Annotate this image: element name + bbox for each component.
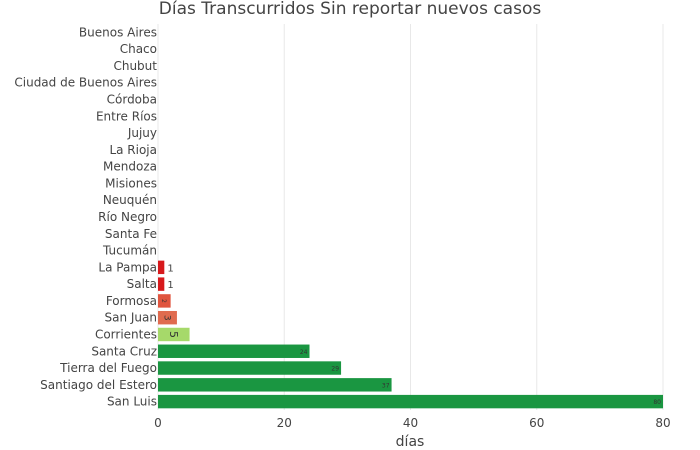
category-label: Río Negro [98, 210, 157, 224]
category-label: Mendoza [103, 160, 157, 174]
data-label: 2 [160, 299, 167, 303]
data-label: 29 [331, 366, 339, 373]
x-tick-label: 20 [277, 416, 292, 430]
bar [158, 294, 171, 308]
data-label: 37 [382, 382, 390, 389]
category-label: Jujuy [127, 126, 157, 140]
bar [158, 277, 165, 291]
data-label: 1 [167, 263, 173, 274]
x-tick-label: 60 [529, 416, 544, 430]
category-label: Chaco [120, 42, 157, 56]
category-label: Buenos Aires [79, 25, 157, 39]
x-tick-label: 0 [154, 416, 162, 430]
category-label: Santiago del Estero [40, 378, 157, 392]
bars [158, 260, 663, 409]
category-label: Misiones [105, 176, 157, 190]
category-label: San Luis [107, 395, 157, 409]
chart-title: Días Transcurridos Sin reportar nuevos c… [159, 0, 542, 19]
data-label: 1 [167, 280, 173, 291]
data-label: 5 [167, 331, 180, 338]
category-label: Córdoba [107, 93, 157, 107]
category-label: Neuquén [103, 193, 157, 207]
data-labels: 1 1 2 3 5 24 29 37 80 [160, 263, 661, 406]
category-label: Formosa [106, 294, 157, 308]
x-axis-title: días [396, 434, 425, 450]
category-label: San Juan [105, 311, 158, 325]
bar [158, 394, 663, 409]
bar [158, 361, 342, 375]
data-label: 24 [300, 349, 308, 356]
category-label: Ciudad de Buenos Aires [14, 76, 157, 90]
category-label: Chubut [113, 59, 157, 73]
category-label: La Pampa [98, 260, 157, 274]
data-label: 3 [161, 315, 171, 321]
x-tick-labels: 0 20 40 60 80 [154, 416, 670, 430]
data-label: 80 [653, 399, 661, 406]
category-labels: Buenos Aires Chaco Chubut Ciudad de Buenos … [14, 25, 157, 408]
x-tick-label: 80 [655, 416, 670, 430]
bar [158, 378, 392, 392]
category-label: Corrientes [95, 327, 157, 341]
bar [158, 260, 165, 275]
x-tick-label: 40 [403, 416, 418, 430]
bar [158, 327, 190, 342]
category-label: Tucumán [102, 244, 157, 258]
category-label: Santa Fe [105, 227, 157, 241]
category-label: Entre Ríos [96, 109, 157, 123]
category-label: Santa Cruz [91, 344, 157, 358]
category-label: La Rioja [109, 143, 157, 157]
bar [158, 344, 310, 358]
category-label: Salta [127, 277, 157, 291]
category-label: Tierra del Fuego [59, 361, 157, 375]
bar [158, 310, 177, 325]
